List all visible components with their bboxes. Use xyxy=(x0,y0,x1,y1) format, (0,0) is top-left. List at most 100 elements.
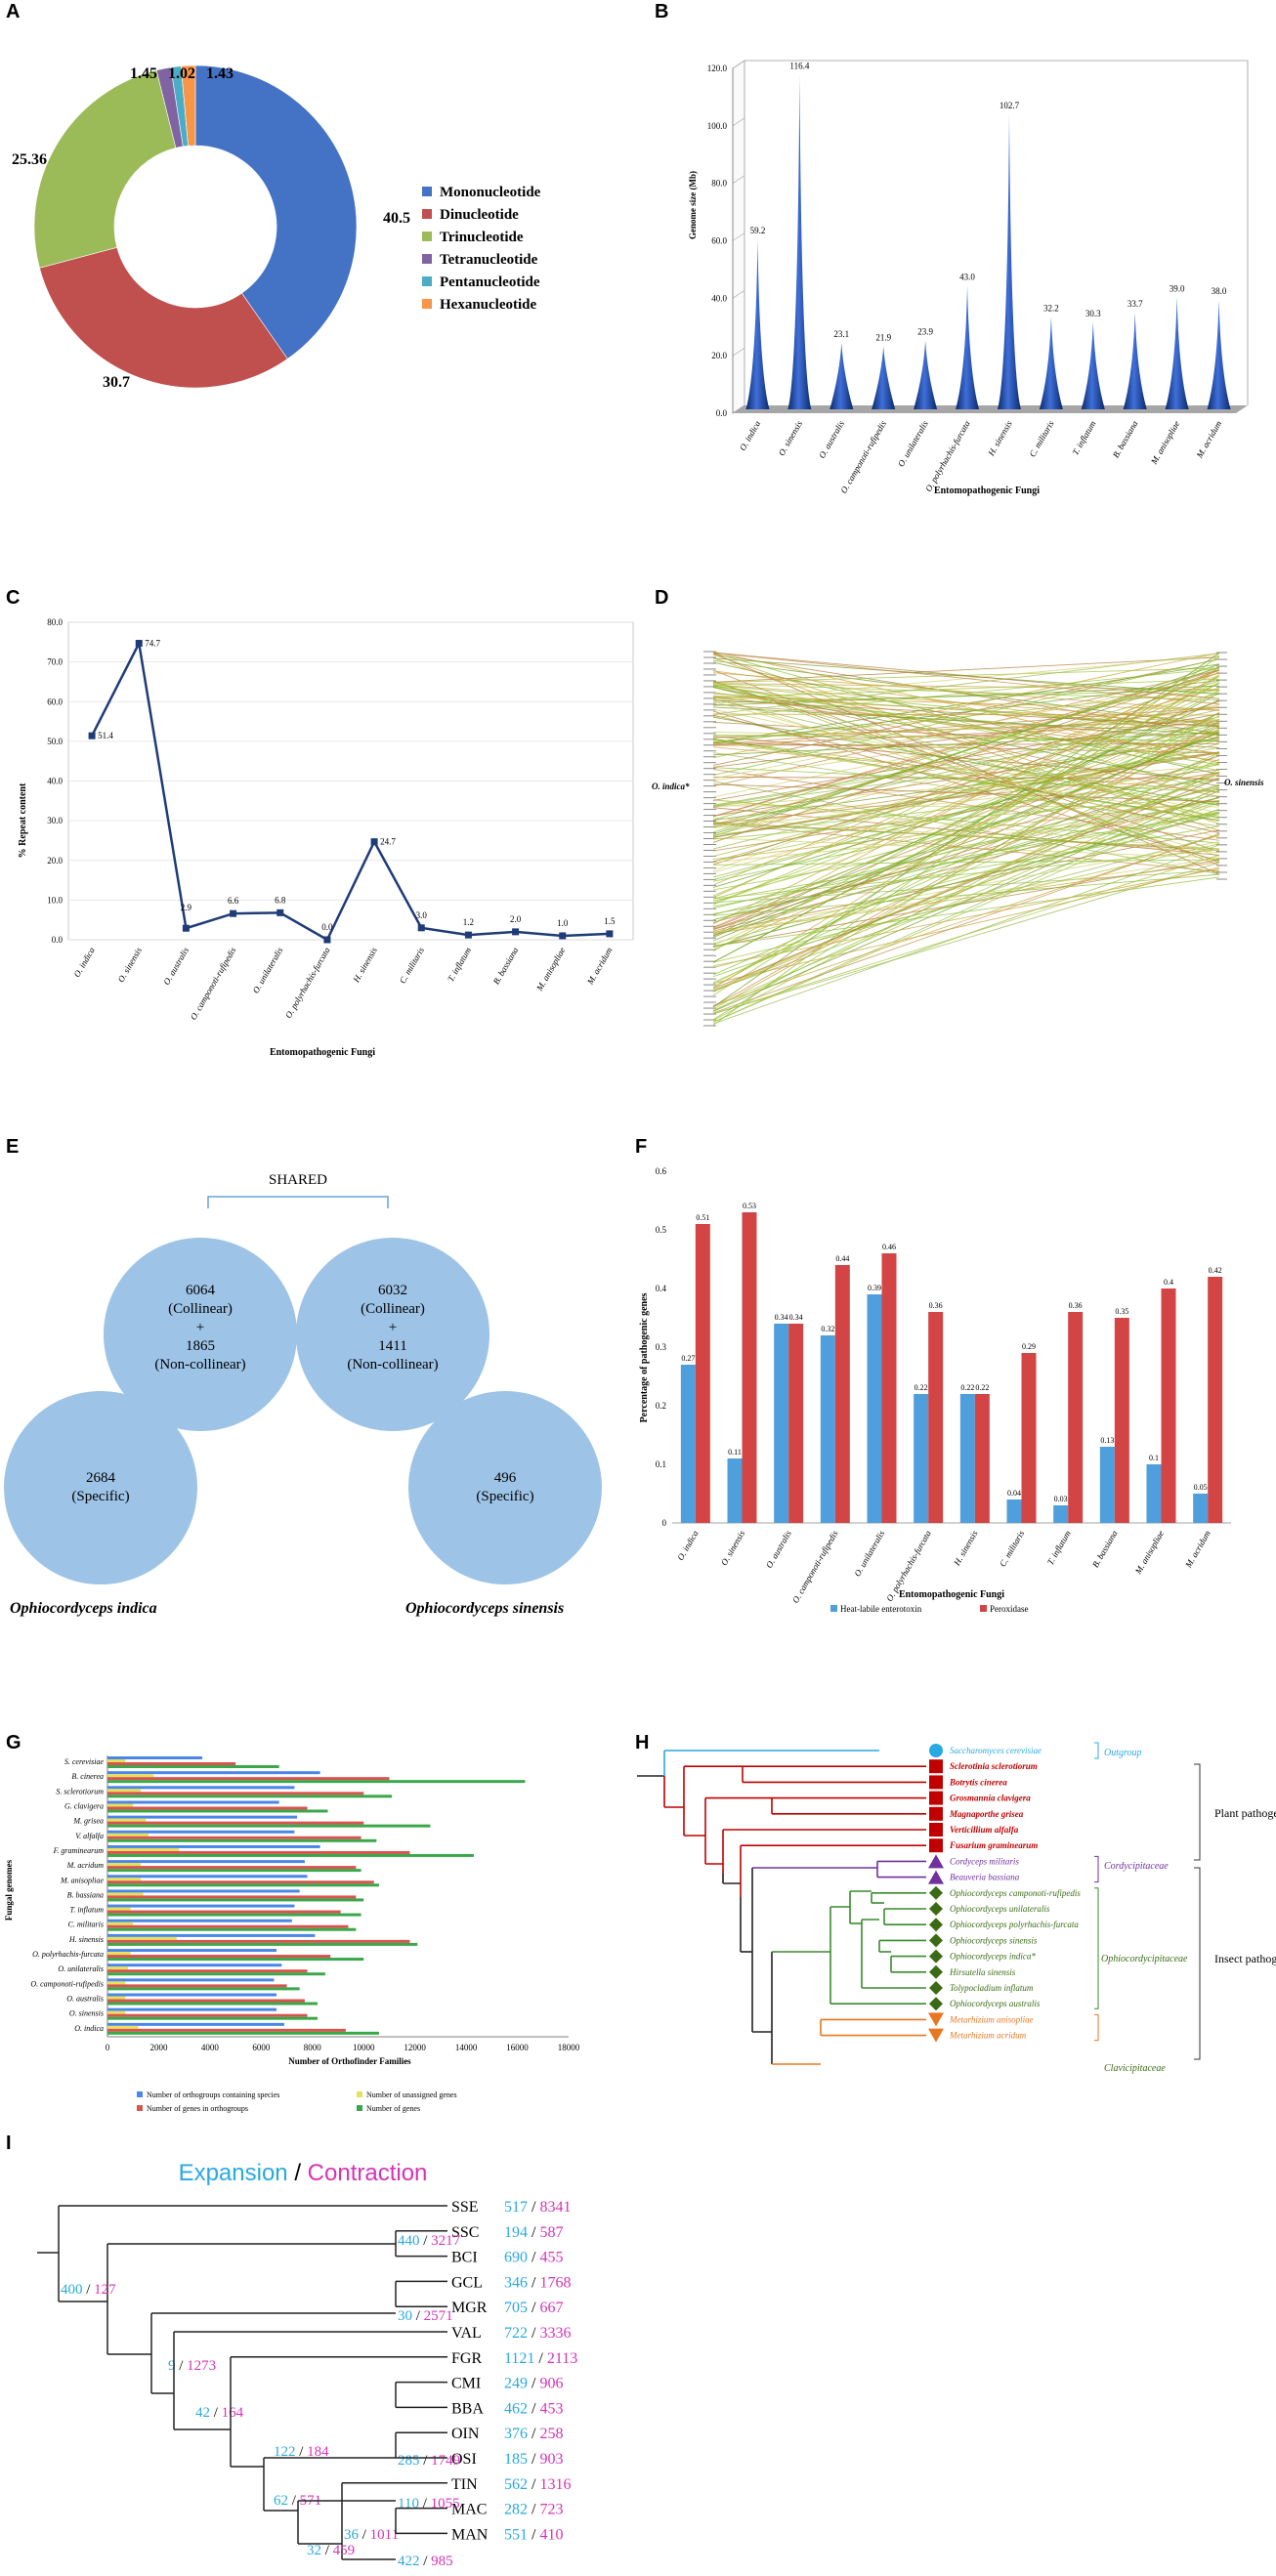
venn-circle-indica-specific xyxy=(4,1391,197,1584)
data-label: 0.11 xyxy=(728,1448,742,1457)
y-tick-label: F. graminearum xyxy=(53,1846,105,1855)
data-label: 1.2 xyxy=(463,917,474,927)
y-tick-label: 0.1 xyxy=(656,1459,666,1469)
synteny-link xyxy=(712,651,1220,764)
x-axis-label: Entomopathogenic Fungi xyxy=(270,1047,375,1058)
data-point xyxy=(606,930,614,938)
synteny-link xyxy=(712,814,1220,948)
x-tick-label: 12000 xyxy=(404,2043,426,2052)
synteny-link xyxy=(712,716,1220,806)
taxon-label: Metarhizium anisopliae xyxy=(949,2014,1034,2024)
data-label: 6.6 xyxy=(228,896,239,906)
node-counts: 122 / 184 xyxy=(274,2444,329,2460)
taxon-marker-square xyxy=(929,1823,943,1837)
venn-circle-indica-shared xyxy=(104,1238,297,1431)
taxon-marker-diamond xyxy=(929,1964,943,1979)
contraction-count: 3336 xyxy=(539,2325,571,2342)
y-tick-label: O. indica xyxy=(74,2024,104,2033)
synteny-link xyxy=(712,732,1220,756)
shared-label: SHARED xyxy=(269,1172,327,1188)
tip-counts: 249 / 906 xyxy=(504,2376,563,2392)
panel-c: C 0.0 10.0 20.0 30.0 40.0 50.0 60.0 70.0 80.0 51.… xyxy=(6,587,634,1058)
cone-bar xyxy=(956,285,980,409)
synteny-link xyxy=(712,778,1220,990)
contraction-count: 459 xyxy=(333,2543,356,2558)
bar xyxy=(107,1942,418,1946)
bar xyxy=(107,1984,287,1988)
bar xyxy=(107,1927,357,1931)
circle-text: (Collinear) xyxy=(361,1301,425,1317)
bar xyxy=(1208,1277,1223,1523)
bar xyxy=(107,1955,331,1959)
tip-counts: 376 / 258 xyxy=(504,2426,563,2442)
contraction-count: 985 xyxy=(431,2554,453,2569)
taxon-marker-triangle xyxy=(928,1870,944,1884)
taxon-label: Botrytis cinerea xyxy=(949,1777,1007,1787)
gridline xyxy=(732,117,745,127)
data-label: 0.35 xyxy=(1115,1307,1128,1316)
bar xyxy=(867,1294,882,1523)
tip-label: OIN xyxy=(451,2426,480,2442)
cone-bar xyxy=(914,340,938,409)
cone-bar xyxy=(1081,321,1105,409)
legend-label: Heat-labile enterotoxin xyxy=(840,1604,922,1614)
bar xyxy=(107,1850,410,1854)
data-label: 0.22 xyxy=(914,1383,928,1392)
expansion-count: 1121 xyxy=(504,2350,534,2367)
bar xyxy=(107,1993,277,1997)
slice-label-dinucleotide: 30.7 xyxy=(103,374,130,391)
bar xyxy=(107,1875,308,1879)
panel-i: I Expansion / Contraction SSE 517 / 8341S… xyxy=(6,2133,577,2569)
y-tick-label: O. camponoti-rufipedis xyxy=(30,1979,104,1988)
bar xyxy=(1021,1353,1037,1523)
synteny-link xyxy=(712,795,1220,840)
node-counts: 285 / 1749 xyxy=(398,2453,460,2469)
panel-f: F 0 0.1 0.2 0.3 0.4 0.5 0.6 0.27 0.51 O. indica 0.… xyxy=(635,1136,1231,1614)
expansion-count: 517 xyxy=(504,2199,528,2216)
bar xyxy=(107,1780,526,1784)
bar xyxy=(107,1904,295,1908)
bar xyxy=(107,1966,128,1970)
data-label: 33.7 xyxy=(1127,299,1143,309)
gridline xyxy=(732,290,745,299)
synteny-link xyxy=(712,812,1220,864)
count-separator: / xyxy=(412,2308,424,2324)
y-axis-label: Fungal genomes xyxy=(4,1859,14,1921)
count-separator: / xyxy=(528,2325,539,2342)
taxon-label: Ophiocordyceps polyrhachis-furcata xyxy=(950,1920,1079,1929)
count-separator: / xyxy=(528,2426,539,2442)
synteny-link xyxy=(712,772,1220,992)
y-tick-label: O. australis xyxy=(66,1995,104,2004)
contraction-count: 903 xyxy=(539,2451,563,2468)
taxon-label: Ophiocordyceps unilateralis xyxy=(950,1904,1050,1914)
x-tick-label: O. camponoti-rufipedis xyxy=(790,1529,840,1605)
x-tick-label: B. bassiana xyxy=(1111,419,1140,460)
data-point xyxy=(182,924,190,932)
synteny-link xyxy=(712,799,1220,852)
circle-text: (Non-collinear) xyxy=(347,1357,438,1372)
legend-label: Hexanucleotide xyxy=(440,297,536,313)
y-tick-label: 0 xyxy=(662,1518,667,1528)
synteny-link xyxy=(712,652,1220,759)
data-label: 0.44 xyxy=(835,1254,849,1263)
bar xyxy=(107,1853,474,1857)
taxon-label: Beauveria bassiana xyxy=(950,1873,1020,1882)
taxon-marker-circle xyxy=(929,1744,943,1757)
group-label-clavicipitaceae: Clavicipitaceae xyxy=(1104,2063,1166,2074)
taxon-marker-diamond xyxy=(929,1949,943,1964)
synteny-link xyxy=(712,773,1220,828)
data-label: 102.7 xyxy=(1000,101,1020,110)
data-point xyxy=(417,924,425,932)
taxon-marker-square xyxy=(929,1775,943,1790)
gridline xyxy=(732,60,745,69)
x-tick-label: 2000 xyxy=(149,2043,168,2052)
bar xyxy=(914,1394,929,1523)
legend-label: Number of genes xyxy=(366,2104,420,2113)
count-separator: / xyxy=(528,2476,539,2493)
synteny-link xyxy=(712,682,1220,871)
bar xyxy=(107,1996,126,2000)
expansion-count: 690 xyxy=(504,2250,528,2266)
expansion-count: 110 xyxy=(398,2496,419,2512)
x-tick-label: M. anisopliae xyxy=(1132,1529,1166,1577)
expansion-count: 722 xyxy=(504,2325,528,2342)
